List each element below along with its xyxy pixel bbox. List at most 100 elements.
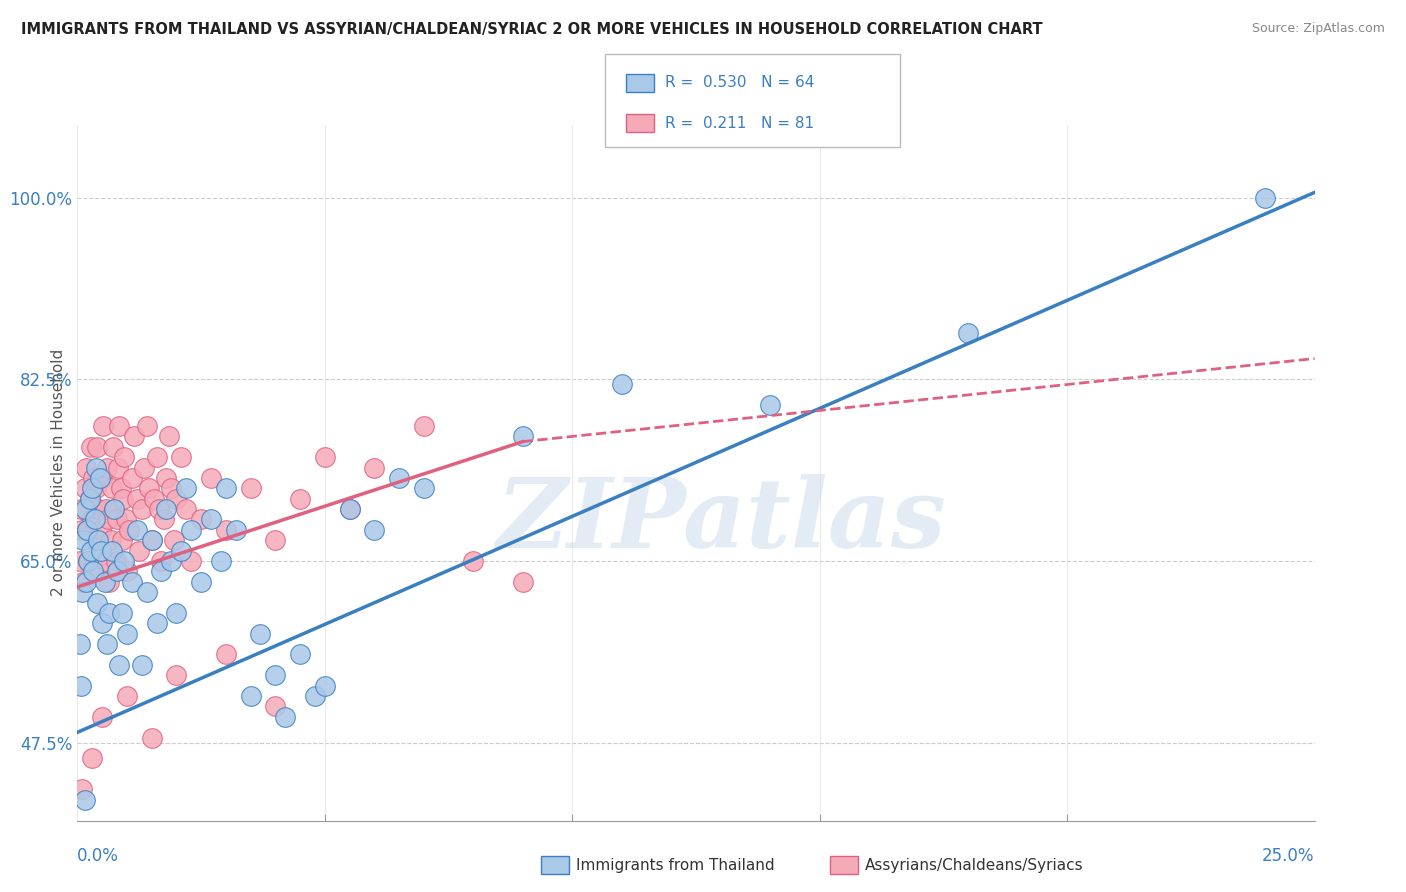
Point <box>759 398 782 412</box>
Point <box>153 512 176 526</box>
Point <box>215 481 238 495</box>
Point <box>83 512 105 526</box>
Point <box>77 554 100 568</box>
Point <box>101 481 124 495</box>
Point <box>98 574 121 589</box>
Text: 25.0%: 25.0% <box>1263 847 1315 864</box>
Point <box>115 565 138 579</box>
Point <box>73 502 96 516</box>
Point <box>94 502 117 516</box>
Point <box>98 606 121 620</box>
Point <box>138 481 160 495</box>
Point <box>363 523 385 537</box>
Point <box>512 574 534 589</box>
Point <box>111 606 134 620</box>
Point <box>76 523 98 537</box>
Point <box>174 481 197 495</box>
Point <box>339 502 361 516</box>
Point <box>72 585 94 599</box>
Point <box>86 440 108 454</box>
Point <box>107 460 129 475</box>
Point <box>412 481 434 495</box>
Point <box>135 585 157 599</box>
Point <box>103 502 125 516</box>
Point <box>288 491 311 506</box>
Point <box>215 523 238 537</box>
Point <box>72 523 94 537</box>
Point <box>110 481 132 495</box>
Point <box>264 699 287 714</box>
Point <box>72 533 94 548</box>
Text: IMMIGRANTS FROM THAILAND VS ASSYRIAN/CHALDEAN/SYRIAC 2 OR MORE VEHICLES IN HOUSE: IMMIGRANTS FROM THAILAND VS ASSYRIAN/CHA… <box>21 22 1043 37</box>
Point <box>209 554 232 568</box>
Point <box>412 419 434 434</box>
Point <box>264 668 287 682</box>
Point <box>93 554 115 568</box>
Point <box>180 523 202 537</box>
Point <box>157 429 180 443</box>
Point <box>75 574 97 589</box>
Point <box>121 574 143 589</box>
Point <box>225 523 247 537</box>
Point <box>93 574 115 589</box>
Point <box>101 440 124 454</box>
Point <box>91 616 114 631</box>
Point <box>288 648 311 662</box>
Point <box>79 491 101 506</box>
Point <box>91 419 114 434</box>
Point <box>84 460 107 475</box>
Point <box>165 668 187 682</box>
Point <box>957 326 980 340</box>
Point <box>84 481 107 495</box>
Point <box>112 554 135 568</box>
Point <box>96 460 118 475</box>
Point <box>274 710 297 724</box>
Point <box>304 689 326 703</box>
Point <box>73 481 96 495</box>
Point <box>134 460 156 475</box>
Point <box>82 481 104 495</box>
Point <box>104 554 127 568</box>
Point <box>108 419 131 434</box>
Point <box>125 523 148 537</box>
Point <box>180 554 202 568</box>
Point <box>131 657 153 672</box>
Point <box>115 689 138 703</box>
Point <box>239 689 262 703</box>
Point <box>79 491 101 506</box>
Point <box>86 596 108 610</box>
Point <box>108 657 131 672</box>
Point <box>101 543 124 558</box>
Text: ZIPatlas: ZIPatlas <box>496 475 945 568</box>
Point <box>73 793 96 807</box>
Text: Assyrians/Chaldeans/Syriacs: Assyrians/Chaldeans/Syriacs <box>865 858 1083 872</box>
Point <box>114 512 136 526</box>
Point <box>363 460 385 475</box>
Point <box>87 533 110 548</box>
Point <box>70 502 93 516</box>
Point <box>160 554 183 568</box>
Point <box>97 512 120 526</box>
Point <box>200 512 222 526</box>
Point <box>75 460 97 475</box>
Point <box>89 565 111 579</box>
Point <box>170 543 193 558</box>
Point <box>200 471 222 485</box>
Point <box>388 471 411 485</box>
Point <box>131 502 153 516</box>
Point <box>72 574 94 589</box>
Point <box>160 481 183 495</box>
Point <box>128 543 150 558</box>
Point <box>145 616 167 631</box>
Point <box>77 554 100 568</box>
Point <box>91 710 114 724</box>
Point <box>610 377 633 392</box>
Point <box>105 565 128 579</box>
Point <box>155 502 177 516</box>
Point <box>148 502 170 516</box>
Point <box>103 502 125 516</box>
Point <box>314 679 336 693</box>
Point <box>80 440 103 454</box>
Point <box>90 523 112 537</box>
Point <box>69 554 91 568</box>
